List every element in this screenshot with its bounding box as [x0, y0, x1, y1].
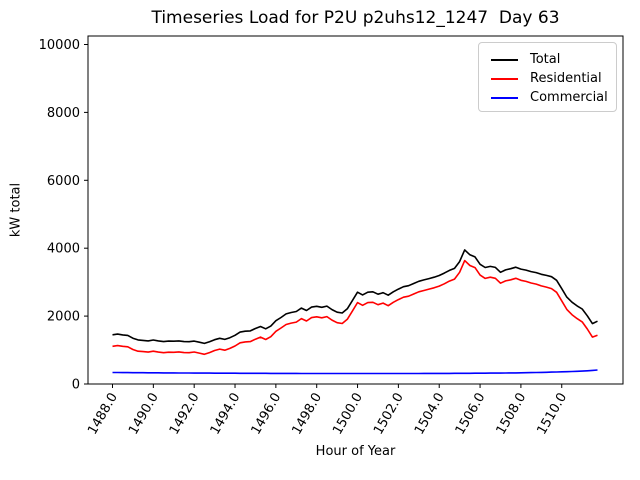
legend: Total Residential Commercial	[478, 42, 617, 112]
y-tick-label: 0	[72, 378, 80, 393]
y-tick-label: 6000	[47, 174, 80, 189]
x-tick-label: 1494.0	[208, 391, 244, 438]
x-tick-label: 1510.0	[534, 391, 570, 438]
y-tick-label: 2000	[47, 310, 80, 325]
series-residential-line	[112, 259, 598, 356]
legend-line-swatch-residential	[491, 78, 518, 80]
x-axis-label: Hour of Year	[315, 444, 396, 459]
y-axis-label: kW total	[8, 182, 24, 238]
x-tick-label: 1504.0	[412, 391, 448, 438]
legend-item-commercial: Commercial	[491, 89, 616, 107]
x-tick-label: 1508.0	[494, 391, 530, 438]
y-tick-label: 10000	[39, 38, 80, 53]
legend-label-total: Total	[530, 52, 561, 67]
legend-item-total: Total	[491, 51, 616, 69]
y-tick-label: 4000	[47, 242, 80, 257]
x-tick-label: 1502.0	[371, 391, 407, 438]
x-tick-label: 1496.0	[249, 391, 285, 438]
legend-label-residential: Residential	[530, 71, 602, 86]
chart-title: Timeseries Load for P2U p2uhs12_1247 Day…	[151, 8, 560, 28]
x-tick-label: 1500.0	[330, 391, 366, 438]
series-commercial-line	[112, 369, 598, 375]
x-tick-label: 1490.0	[126, 391, 162, 438]
plot-border	[87, 35, 624, 385]
series-total-line	[112, 249, 598, 345]
legend-line-swatch-total	[491, 59, 518, 61]
legend-item-residential: Residential	[491, 70, 616, 88]
legend-label-commercial: Commercial	[530, 90, 608, 105]
y-tick-label: 8000	[47, 106, 80, 121]
legend-line-swatch-commercial	[491, 97, 518, 99]
x-tick-label: 1498.0	[289, 391, 325, 438]
x-tick-label: 1488.0	[85, 391, 121, 438]
x-tick-label: 1506.0	[453, 391, 489, 438]
x-tick-label: 1492.0	[167, 391, 203, 438]
